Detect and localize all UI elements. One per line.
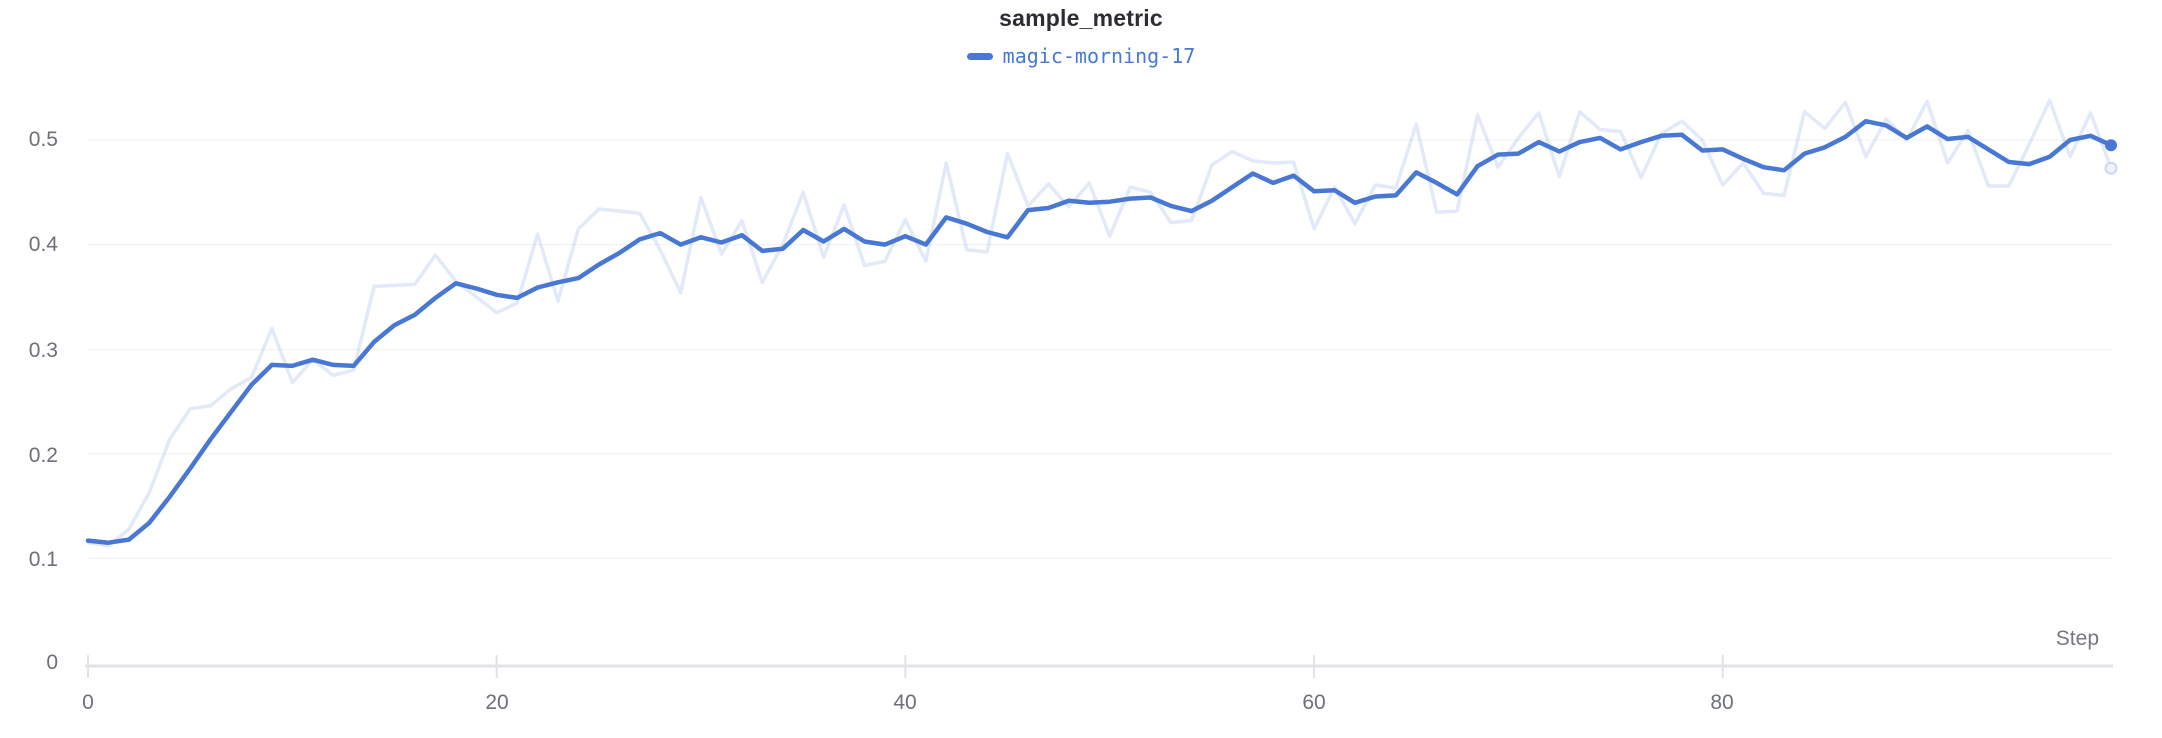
chart-title: sample_metric: [999, 5, 1163, 31]
legend: magic-morning-17: [0, 44, 2162, 68]
y-tick-label: 0.3: [28, 339, 58, 362]
original-series-path: [86, 98, 2113, 548]
legend-run-name[interactable]: magic-morning-17: [1002, 44, 1196, 68]
smoothed-end-point[interactable]: [2105, 139, 2117, 152]
y-tick-label: 0.4: [28, 233, 58, 256]
smoothed-series-path: [85, 118, 2114, 545]
legend-swatch: [966, 52, 993, 60]
x-tick-label: 40: [893, 691, 917, 714]
x-tick-label: 20: [485, 691, 509, 714]
y-tick-label: 0.5: [28, 128, 58, 151]
y-tick-label: 0.1: [28, 548, 58, 571]
y-tick-label: 0.2: [28, 444, 58, 467]
x-tick-label: 80: [1710, 691, 1734, 714]
x-axis-title: Step: [2055, 627, 2099, 650]
x-tick-label: 0: [82, 691, 94, 714]
original-end-point: [2104, 161, 2118, 175]
y-tick-label: 0: [46, 651, 58, 674]
x-tick-label: 60: [1302, 691, 1326, 714]
